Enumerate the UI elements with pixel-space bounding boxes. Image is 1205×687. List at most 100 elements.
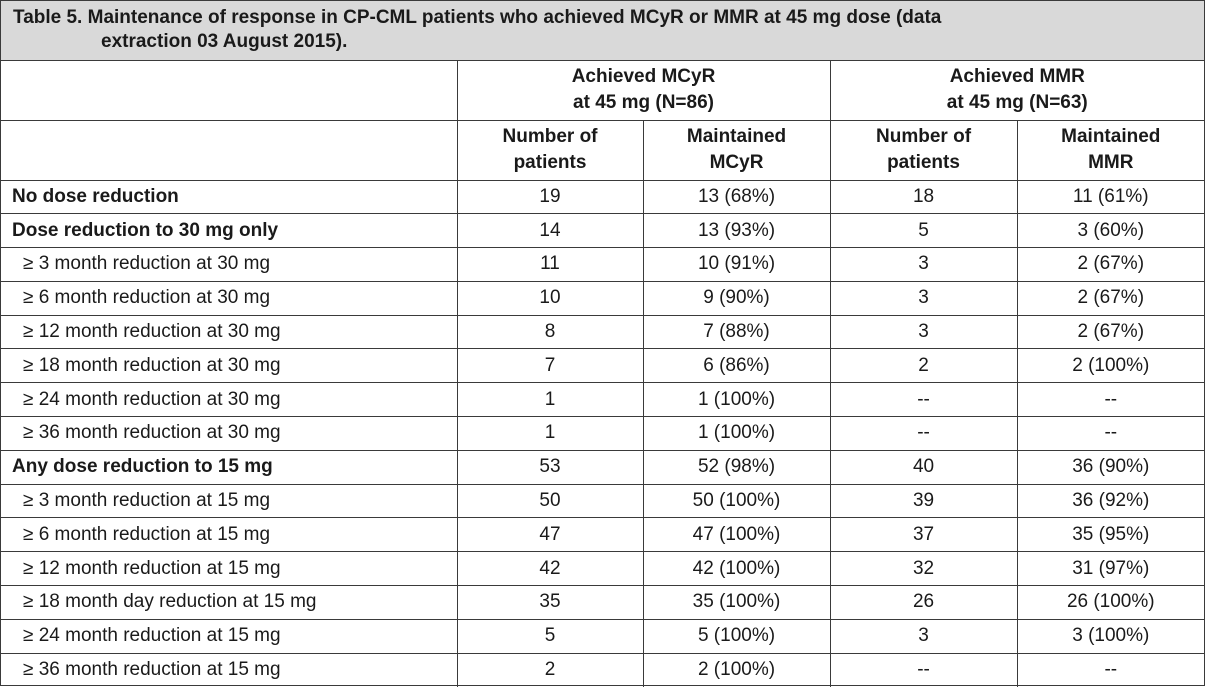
cell-number-patients-mmr: --	[829, 652, 1018, 687]
cell-number-patients-mcyr: 53	[456, 449, 644, 485]
cell-number-patients-mmr: --	[829, 416, 1018, 451]
cell-maintained-mmr: --	[1016, 652, 1205, 687]
row-label: No dose reduction	[1, 180, 458, 215]
cell-maintained-mcyr: 2 (100%)	[642, 652, 831, 687]
cell-number-patients-mmr: 3	[829, 314, 1018, 350]
cell-maintained-mcyr: 1 (100%)	[642, 382, 831, 418]
cell-number-patients-mcyr: 7	[456, 348, 644, 384]
table-caption: Table 5. Maintenance of response in CP-C…	[1, 1, 1204, 61]
table-row: ≥ 12 month reduction at 15 mg 42 42 (100%)…	[1, 551, 1205, 587]
cell-maintained-mmr: 3 (60%)	[1016, 213, 1205, 249]
header-col2-line-1: Maintained	[686, 126, 787, 147]
row-label: ≥ 3 month reduction at 15 mg	[1, 483, 458, 519]
cell-maintained-mmr: 2 (67%)	[1016, 247, 1205, 282]
header-col2-line-2: MCyR	[709, 152, 764, 173]
header-group-mmr-line-1: Achieved MMR	[949, 66, 1085, 88]
cell-number-patients-mmr: 3	[829, 247, 1018, 282]
cell-maintained-mmr: 2 (67%)	[1016, 314, 1205, 350]
row-label: Any dose reduction to 15 mg	[1, 449, 458, 485]
cell-maintained-mcyr: 6 (86%)	[642, 348, 831, 384]
header-group-row: Achieved MCyR at 45 mg (N=86) Achieved M…	[1, 61, 1205, 121]
header-col1-line-2: patients	[513, 152, 587, 173]
cell-number-patients-mmr: 5	[829, 213, 1018, 249]
cell-number-patients-mcyr: 50	[456, 483, 644, 519]
cell-number-patients-mmr: 40	[829, 449, 1018, 485]
table-row: ≥ 18 month reduction at 30 mg 7 6 (86%) 2 2 …	[1, 348, 1205, 384]
row-label: ≥ 24 month reduction at 30 mg	[1, 382, 458, 418]
cell-maintained-mcyr: 13 (68%)	[642, 180, 831, 215]
cell-number-patients-mmr: 3	[829, 618, 1018, 654]
cell-maintained-mmr: 26 (100%)	[1016, 585, 1205, 620]
row-label: ≥ 24 month reduction at 15 mg	[1, 618, 458, 654]
table-row: ≥ 3 month reduction at 15 mg 50 50 (100%) 3…	[1, 483, 1205, 519]
cell-maintained-mcyr: 10 (91%)	[642, 247, 831, 282]
cell-maintained-mmr: --	[1016, 416, 1205, 451]
header-group-mcyr-line-2: at 45 mg (N=86)	[573, 92, 714, 114]
cell-number-patients-mcyr: 42	[456, 551, 644, 587]
header-group-mcyr: Achieved MCyR at 45 mg (N=86)	[456, 61, 831, 121]
table-row: ≥ 24 month reduction at 15 mg 5 5 (100%) 3 3…	[1, 618, 1205, 654]
cell-number-patients-mcyr: 10	[456, 280, 644, 316]
cell-number-patients-mcyr: 14	[456, 213, 644, 249]
cell-maintained-mmr: 35 (95%)	[1016, 517, 1205, 553]
cell-maintained-mmr: 36 (92%)	[1016, 483, 1205, 519]
table-row: ≥ 18 month day reduction at 15 mg 35 35 (1…	[1, 585, 1205, 620]
cell-maintained-mmr: 3 (100%)	[1016, 618, 1205, 654]
cell-number-patients-mcyr: 1	[456, 382, 644, 418]
cell-number-patients-mcyr: 35	[456, 585, 644, 620]
cell-number-patients-mmr: --	[829, 382, 1018, 418]
row-label: ≥ 18 month day reduction at 15 mg	[1, 585, 458, 620]
cell-number-patients-mcyr: 11	[456, 247, 644, 282]
cell-maintained-mmr: 2 (67%)	[1016, 280, 1205, 316]
cell-maintained-mcyr: 42 (100%)	[642, 551, 831, 587]
row-label: ≥ 36 month reduction at 15 mg	[1, 652, 458, 687]
header-subcolumn-row: Number of patients Maintained MCyR Numbe…	[1, 119, 1205, 181]
cell-number-patients-mcyr: 8	[456, 314, 644, 350]
row-label: ≥ 12 month reduction at 15 mg	[1, 551, 458, 587]
table-row: ≥ 6 month reduction at 30 mg 10 9 (90%) 3 2 …	[1, 280, 1205, 316]
table-row: Dose reduction to 30 mg only 14 13 (93%) 5 3…	[1, 213, 1205, 249]
cell-maintained-mmr: --	[1016, 382, 1205, 418]
cell-number-patients-mmr: 32	[829, 551, 1018, 587]
row-label: ≥ 6 month reduction at 30 mg	[1, 280, 458, 316]
caption-line-1: Table 5. Maintenance of response in CP-C…	[13, 7, 942, 28]
cell-number-patients-mmr: 37	[829, 517, 1018, 553]
table-row: ≥ 36 month reduction at 15 mg 2 2 (100%) --…	[1, 652, 1205, 687]
cell-maintained-mcyr: 1 (100%)	[642, 416, 831, 451]
table-row: Any dose reduction to 15 mg 53 52 (98%) 40 3…	[1, 449, 1205, 485]
data-table: Achieved MCyR at 45 mg (N=86) Achieved M…	[1, 61, 1205, 687]
cell-number-patients-mmr: 3	[829, 280, 1018, 316]
cell-maintained-mcyr: 47 (100%)	[642, 517, 831, 553]
header-group-mmr: Achieved MMR at 45 mg (N=63)	[829, 61, 1205, 121]
table-row: ≥ 3 month reduction at 30 mg 11 10 (91%) 3 2…	[1, 247, 1205, 282]
table-row: ≥ 6 month reduction at 15 mg 47 47 (100%) 3…	[1, 517, 1205, 553]
cell-number-patients-mcyr: 47	[456, 517, 644, 553]
cell-number-patients-mmr: 2	[829, 348, 1018, 384]
row-label: ≥ 18 month reduction at 30 mg	[1, 348, 458, 384]
cell-number-patients-mcyr: 19	[456, 180, 644, 215]
table-row: No dose reduction 19 13 (68%) 18 11 (61%)	[1, 180, 1205, 215]
header-group-mcyr-line-1: Achieved MCyR	[571, 66, 716, 88]
table-body: No dose reduction 19 13 (68%) 18 11 (61%) Dos…	[1, 180, 1205, 687]
cell-maintained-mcyr: 35 (100%)	[642, 585, 831, 620]
cell-number-patients-mcyr: 2	[456, 652, 644, 687]
table-row: ≥ 24 month reduction at 30 mg 1 1 (100%) --…	[1, 382, 1205, 418]
cell-maintained-mmr: 11 (61%)	[1016, 180, 1205, 215]
header-col3-line-1: Number of	[876, 126, 972, 147]
row-label: ≥ 6 month reduction at 15 mg	[1, 517, 458, 553]
header-col4-line-1: Maintained	[1061, 126, 1161, 147]
row-label: ≥ 12 month reduction at 30 mg	[1, 314, 458, 350]
cell-maintained-mmr: 2 (100%)	[1016, 348, 1205, 384]
cell-number-patients-mcyr: 1	[456, 416, 644, 451]
header-number-patients-mmr: Number of patients	[829, 119, 1018, 181]
cell-maintained-mmr: 36 (90%)	[1016, 449, 1205, 485]
table-row: ≥ 12 month reduction at 30 mg 8 7 (88%) 3 2 …	[1, 314, 1205, 350]
cell-maintained-mcyr: 7 (88%)	[642, 314, 831, 350]
row-label: ≥ 3 month reduction at 30 mg	[1, 247, 458, 282]
cell-number-patients-mmr: 18	[829, 180, 1018, 215]
header-col1-line-1: Number of	[502, 126, 598, 147]
table-row: ≥ 36 month reduction at 30 mg 1 1 (100%) --…	[1, 416, 1205, 451]
header-number-patients-mcyr: Number of patients	[456, 119, 644, 181]
cell-number-patients-mmr: 26	[829, 585, 1018, 620]
